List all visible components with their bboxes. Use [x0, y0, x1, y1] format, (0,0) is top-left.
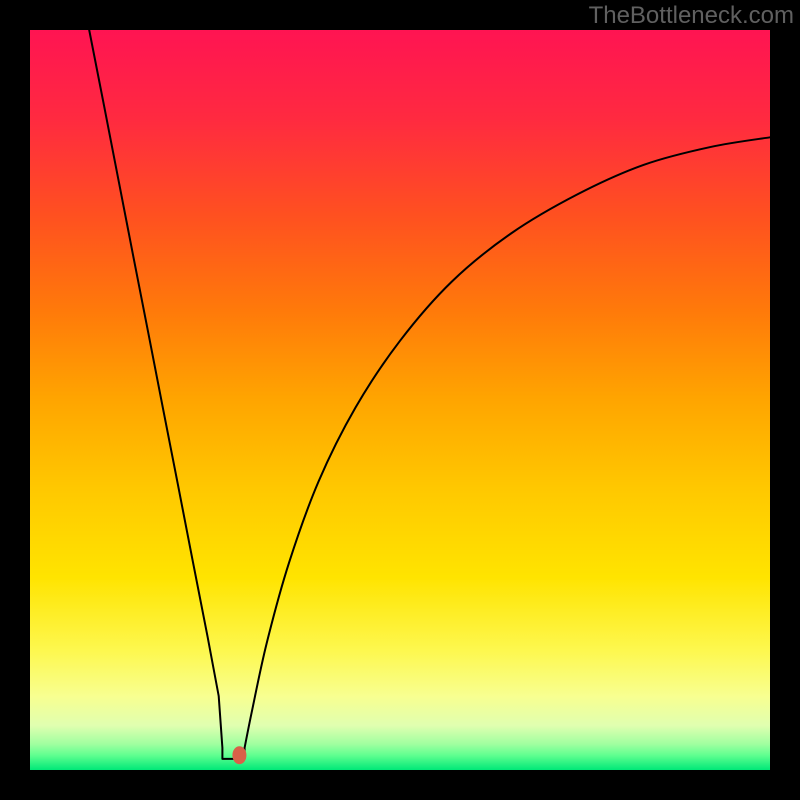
- optimum-marker: [232, 746, 246, 764]
- watermark-text: TheBottleneck.com: [589, 2, 794, 30]
- chart-container: TheBottleneck.com: [0, 0, 800, 800]
- chart-plot-area: [30, 30, 770, 770]
- bottleneck-chart: [0, 0, 800, 800]
